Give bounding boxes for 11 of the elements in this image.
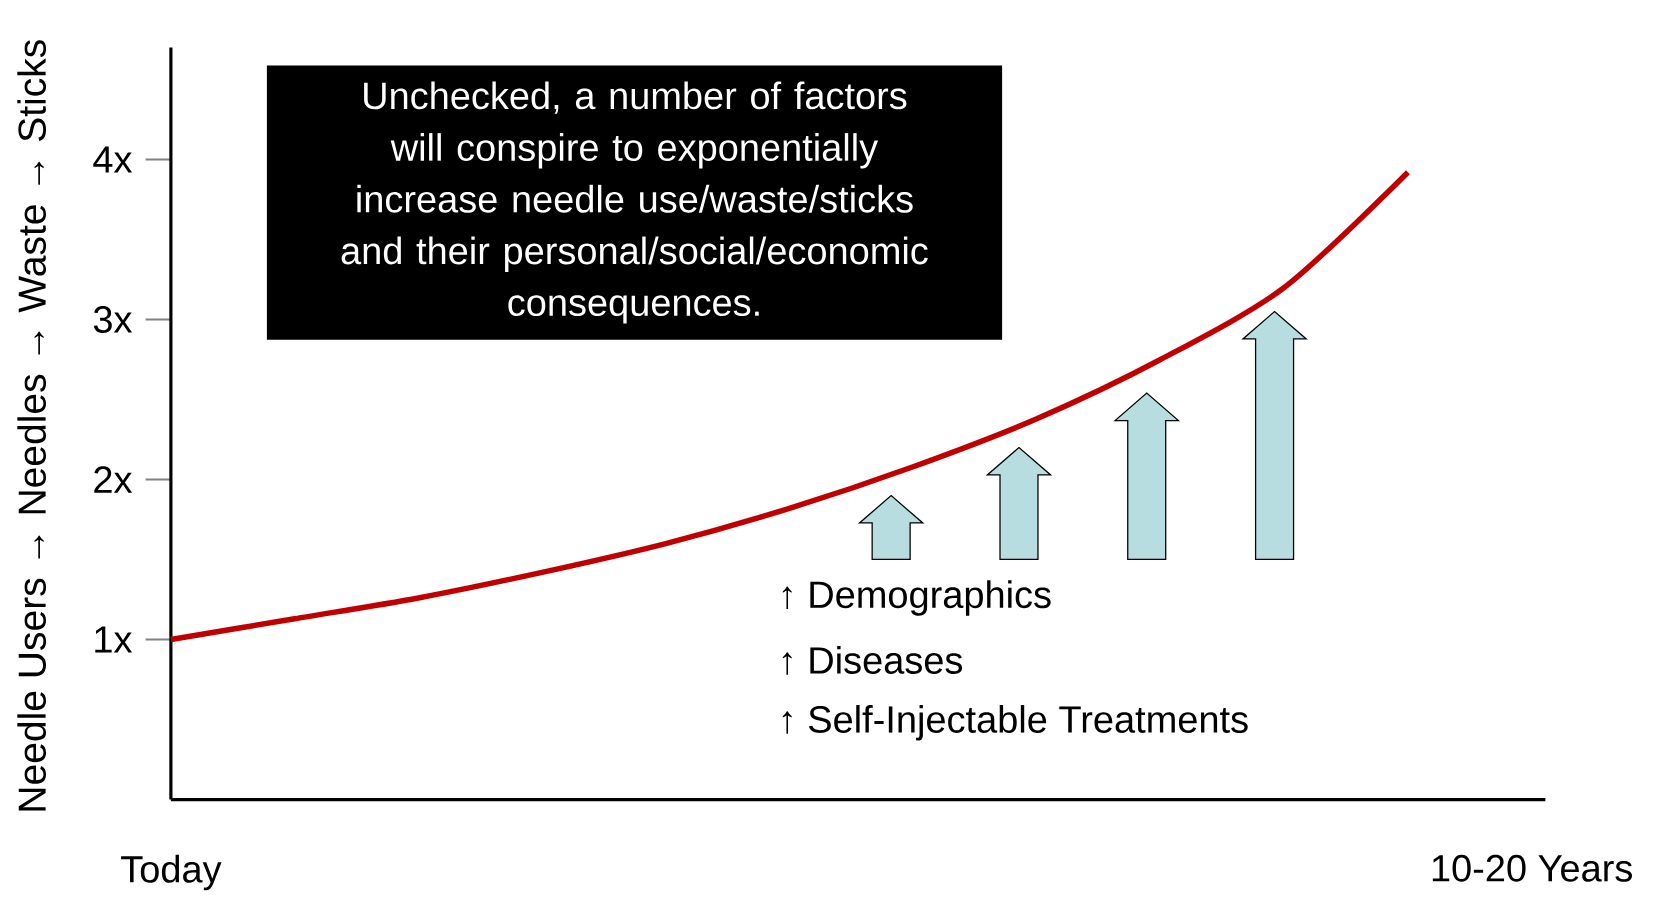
y-tick-label: 1x [95, 626, 133, 653]
annotation: ↑ Demographics [782, 580, 1051, 616]
y-tick-label: 4x [93, 146, 133, 173]
x-tick-label: Today [121, 854, 222, 891]
annotation: ↑ Diseases [782, 646, 963, 675]
x-tick-label: 10-20 Years [1432, 854, 1632, 882]
annotation: Unchecked, a number of factors will conspire to exponentially increase needle use/waste/sticks and their personal/social/economic consequences. [341, 81, 928, 324]
y-tick-label: 3x [93, 306, 133, 333]
y-axis-title: Needle Users → Needles → Waste → Sticks [17, 40, 47, 811]
y-tick-label: 2x [94, 466, 133, 493]
annotation: ↑ Self-Injectable Treatments [782, 705, 1248, 741]
